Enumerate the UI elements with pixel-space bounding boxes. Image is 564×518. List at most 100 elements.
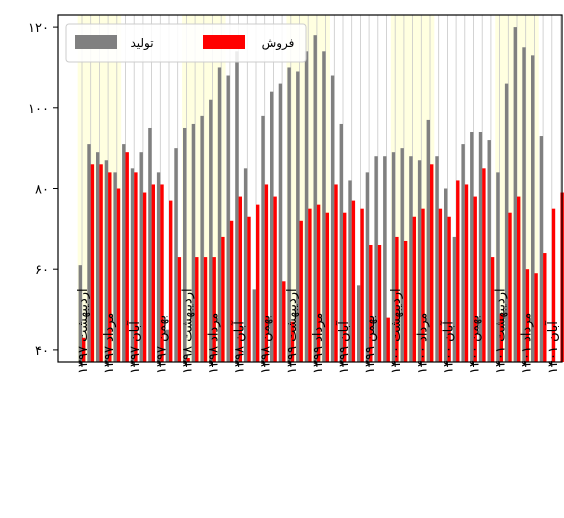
- y-tick-label: ۴۰: [35, 344, 49, 359]
- bar-sales: [395, 236, 399, 362]
- bar-production: [278, 83, 283, 363]
- bar-sales: [473, 196, 477, 362]
- x-tick-label: اردیبهشت ۱۳۹۹: [285, 288, 300, 374]
- bar-sales: [169, 200, 173, 362]
- bar-sales: [499, 313, 503, 362]
- bar-sales: [490, 257, 495, 362]
- bar-sales: [212, 257, 216, 362]
- bar-production: [156, 172, 161, 362]
- bar-sales: [299, 220, 303, 362]
- legend-box: [65, 23, 307, 63]
- bar-production: [209, 99, 213, 363]
- bar-production: [174, 148, 178, 362]
- bar-production: [531, 55, 535, 362]
- x-tick-label: آبان ۱۳۹۸: [231, 320, 248, 374]
- bar-sales: [229, 220, 234, 362]
- bar-production: [539, 136, 544, 362]
- bar-production: [148, 127, 152, 362]
- bar-production: [365, 172, 370, 362]
- bar-sales: [82, 337, 86, 362]
- bar-production: [504, 83, 509, 363]
- bar-production: [243, 168, 248, 362]
- bar-sales: [421, 208, 425, 362]
- bar-sales: [195, 257, 199, 362]
- bar-production: [96, 152, 100, 362]
- bar-production: [139, 152, 143, 362]
- bar-production: [496, 172, 500, 362]
- bar-sales: [186, 357, 190, 362]
- bar-production: [348, 180, 352, 362]
- x-tick-label: بهمن ۱۳۹۸: [259, 315, 274, 374]
- bar-sales: [464, 184, 469, 362]
- y-tick-label: ۱۰۰: [28, 102, 49, 117]
- bar-sales: [551, 208, 556, 362]
- bar-production: [304, 51, 309, 362]
- x-tick-label: مرداد ۱۳۹۷: [102, 313, 117, 374]
- x-tick-label: مرداد ۱۴۰۰: [415, 313, 430, 374]
- bar-sales: [90, 164, 95, 362]
- bar-sales: [256, 204, 260, 362]
- bar-sales: [282, 281, 286, 362]
- bar-sales: [534, 273, 538, 362]
- bar-sales: [108, 172, 112, 362]
- bar-production: [217, 67, 222, 362]
- x-tick-label: مرداد ۱۳۹۹: [311, 313, 326, 374]
- bar-sales: [447, 216, 451, 362]
- bar-sales: [525, 269, 530, 362]
- bar-production: [374, 156, 378, 362]
- legend-swatch-sales: [203, 35, 245, 49]
- x-tick-label: آبان ۱۳۹۷: [126, 320, 143, 374]
- bar-production: [122, 144, 126, 362]
- legend-swatch-production: [75, 35, 117, 49]
- bar-production: [261, 115, 265, 362]
- bar-sales: [134, 172, 138, 362]
- bar-sales: [125, 152, 129, 362]
- x-tick-label: بهمن ۱۳۹۹: [363, 315, 378, 374]
- bar-production: [426, 119, 430, 362]
- bar-sales: [273, 196, 277, 362]
- bar-sales: [160, 184, 164, 362]
- bar-sales: [351, 200, 356, 362]
- bar-production: [513, 27, 517, 363]
- legend-label-sales: فروش: [262, 36, 295, 51]
- bar-production: [400, 148, 404, 362]
- legend: تولید فروش: [65, 23, 307, 63]
- bar-sales: [116, 188, 121, 362]
- x-tick-label: مرداد ۱۴۰۱: [520, 313, 535, 374]
- bar-sales: [482, 168, 486, 362]
- bar-sales: [99, 164, 103, 362]
- bar-sales: [438, 208, 443, 362]
- x-tick-label: آبان ۱۴۰۱: [544, 320, 561, 374]
- bar-production: [191, 123, 196, 362]
- bar-production: [313, 35, 317, 363]
- bar-production: [339, 123, 343, 362]
- bar-production: [444, 188, 448, 362]
- bar-sales: [142, 192, 147, 362]
- x-tick-label: اردیبهشت ۱۴۰۱: [494, 288, 509, 374]
- bar-sales: [456, 180, 460, 362]
- x-axis: اردیبهشت ۱۳۹۷ مرداد ۱۳۹۷ آبان ۱۳۹۷ بهمن ۱۳۹…: [76, 288, 561, 374]
- bar-production: [183, 127, 187, 362]
- y-tick-label: ۱۲۰: [28, 21, 49, 36]
- bar-sales: [151, 184, 155, 362]
- bar-production: [87, 144, 91, 362]
- bar-sales: [203, 257, 208, 362]
- bar-sales: [517, 196, 521, 362]
- bar-production: [104, 160, 109, 362]
- bar-production: [330, 75, 335, 362]
- bar-sales: [325, 212, 329, 362]
- bar-sales: [403, 240, 408, 362]
- x-tick-label: اردیبهشت ۱۳۹۸: [180, 288, 195, 374]
- bar-sales: [316, 204, 321, 362]
- y-tick-label: ۶۰: [35, 263, 49, 278]
- bar-sales: [238, 196, 242, 362]
- bar-sales: [290, 321, 295, 362]
- bar-production: [461, 144, 465, 362]
- x-tick-label: آبان ۱۴۰۰: [439, 320, 456, 374]
- bar-sales: [177, 257, 182, 362]
- bar-production: [252, 289, 256, 362]
- bar-sales: [508, 212, 512, 362]
- bar-production: [487, 140, 491, 362]
- bar-production: [296, 71, 300, 362]
